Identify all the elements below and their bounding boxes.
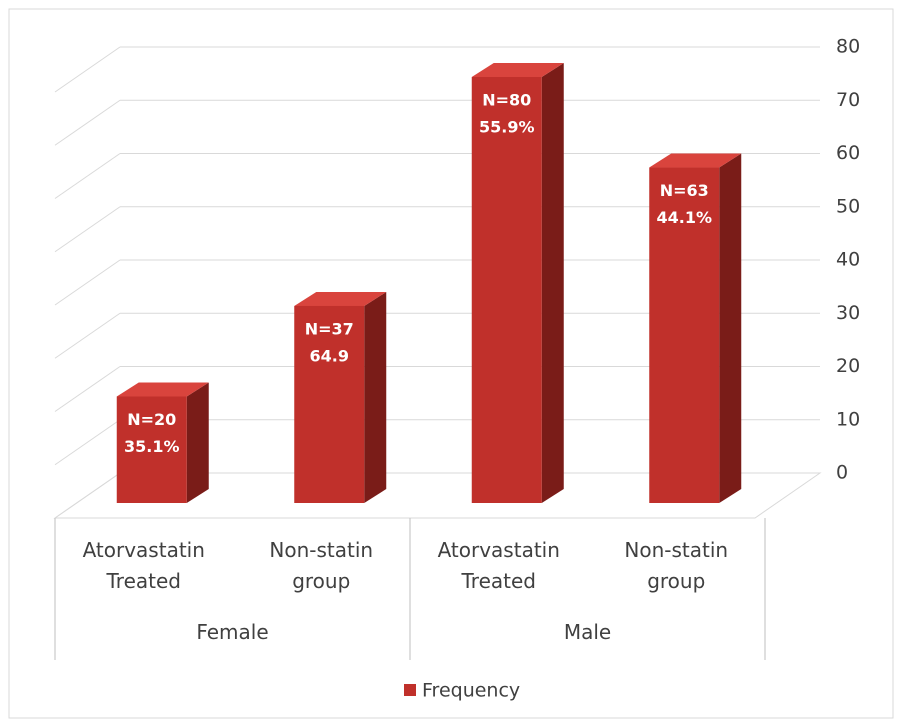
y-tick-label: 50 — [836, 195, 860, 217]
y-tick-label: 40 — [836, 249, 860, 271]
bar-top — [294, 291, 387, 306]
legend-swatch — [404, 684, 416, 696]
y-tick-label: 0 — [836, 462, 848, 484]
chart-border — [8, 8, 894, 719]
grid-line-side — [54, 419, 121, 466]
x-tick-label: Atorvastatin Treated — [82, 538, 205, 593]
data-label: N=20 — [127, 410, 176, 429]
data-label: 44.1% — [656, 208, 712, 227]
group-label: Male — [563, 620, 612, 644]
bar — [294, 305, 365, 503]
grid-line-side — [54, 153, 121, 199]
bar-side — [186, 382, 209, 503]
bar — [649, 167, 720, 503]
grid-line-side — [54, 259, 121, 306]
legend-label: Frequency — [422, 680, 520, 702]
bar-top — [649, 153, 742, 168]
data-label: N=63 — [660, 181, 709, 200]
grid-line-side — [54, 46, 121, 93]
bar — [471, 77, 542, 503]
y-tick-label: 70 — [836, 89, 860, 111]
bar-top — [471, 63, 564, 77]
data-label: 55.9% — [479, 118, 535, 137]
y-tick-label: 20 — [836, 355, 860, 377]
grid-line-side — [54, 366, 121, 412]
x-tick-label: Non-statin group — [624, 538, 729, 593]
y-tick-label: 80 — [836, 36, 860, 58]
bar-side — [541, 63, 564, 503]
y-tick-label: 30 — [836, 302, 860, 324]
bar-side — [364, 291, 387, 503]
x-tick-label: Non-statin group — [269, 538, 374, 593]
grid-line-side — [54, 472, 121, 519]
bar — [116, 396, 187, 503]
data-label: N=37 — [305, 319, 354, 338]
bar-side — [719, 153, 742, 503]
data-label: N=80 — [482, 91, 531, 110]
y-tick-label: 10 — [836, 408, 860, 430]
y-tick-label: 60 — [836, 142, 860, 164]
group-label: Female — [196, 620, 269, 644]
grid-line-side — [54, 312, 121, 359]
grid-line-side — [54, 99, 121, 146]
data-label: 35.1% — [124, 437, 180, 456]
grid-line-side — [54, 206, 121, 253]
x-tick-label: Atorvastatin Treated — [437, 538, 560, 593]
data-label: 64.9 — [310, 346, 349, 365]
bar-top — [116, 382, 209, 397]
